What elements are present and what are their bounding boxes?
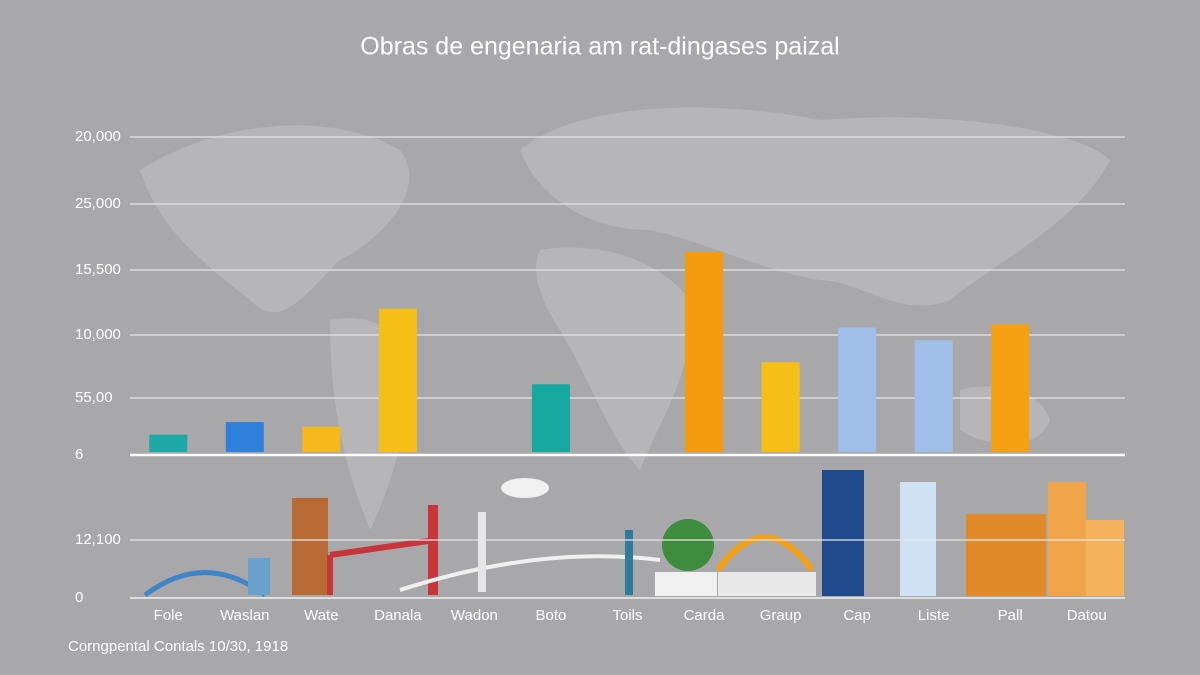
bar — [531, 384, 570, 452]
x-tick-label: Graup — [760, 607, 802, 624]
y-axis-label: 6 — [75, 446, 83, 463]
x-tick-label: Datou — [1067, 607, 1107, 624]
y-axis-label: 12,100 — [75, 531, 121, 548]
x-tick-label: Boto — [536, 607, 567, 624]
bar — [149, 434, 188, 452]
bar — [914, 340, 953, 452]
x-tick-label: Carda — [684, 607, 726, 624]
skyline — [143, 470, 1124, 598]
bar — [991, 324, 1030, 452]
world-map — [140, 107, 1110, 530]
x-tick-label: Toils — [612, 607, 642, 624]
y-axis-label: 15,500 — [75, 261, 121, 278]
x-tick-label: Liste — [918, 607, 950, 624]
x-tick-label: Pall — [998, 607, 1023, 624]
x-tick-label: Wadon — [451, 607, 498, 624]
bar — [302, 426, 341, 452]
bar — [225, 422, 264, 452]
footer: Corngpental Contals 10/30, 1918 — [68, 638, 288, 655]
x-tick-label: Cap — [843, 607, 871, 624]
bar — [685, 251, 724, 452]
bar — [838, 327, 877, 452]
y-axis-label: 0 — [75, 589, 83, 606]
y-axis-label: 55,00 — [75, 389, 113, 406]
bar — [378, 308, 417, 452]
x-tick-label: Danala — [374, 607, 422, 624]
y-axis-label: 10,000 — [75, 326, 121, 343]
x-tick-label: Waslan — [220, 607, 269, 624]
y-axis-label: 20,000 — [75, 128, 121, 145]
chart-title: Obras de engenaria am rat-dingases paiza… — [360, 33, 839, 61]
x-tick-label: Wate — [304, 607, 338, 624]
y-axis-label: 25,000 — [75, 195, 121, 212]
x-tick-label: Fole — [154, 607, 183, 624]
bar — [761, 362, 800, 452]
